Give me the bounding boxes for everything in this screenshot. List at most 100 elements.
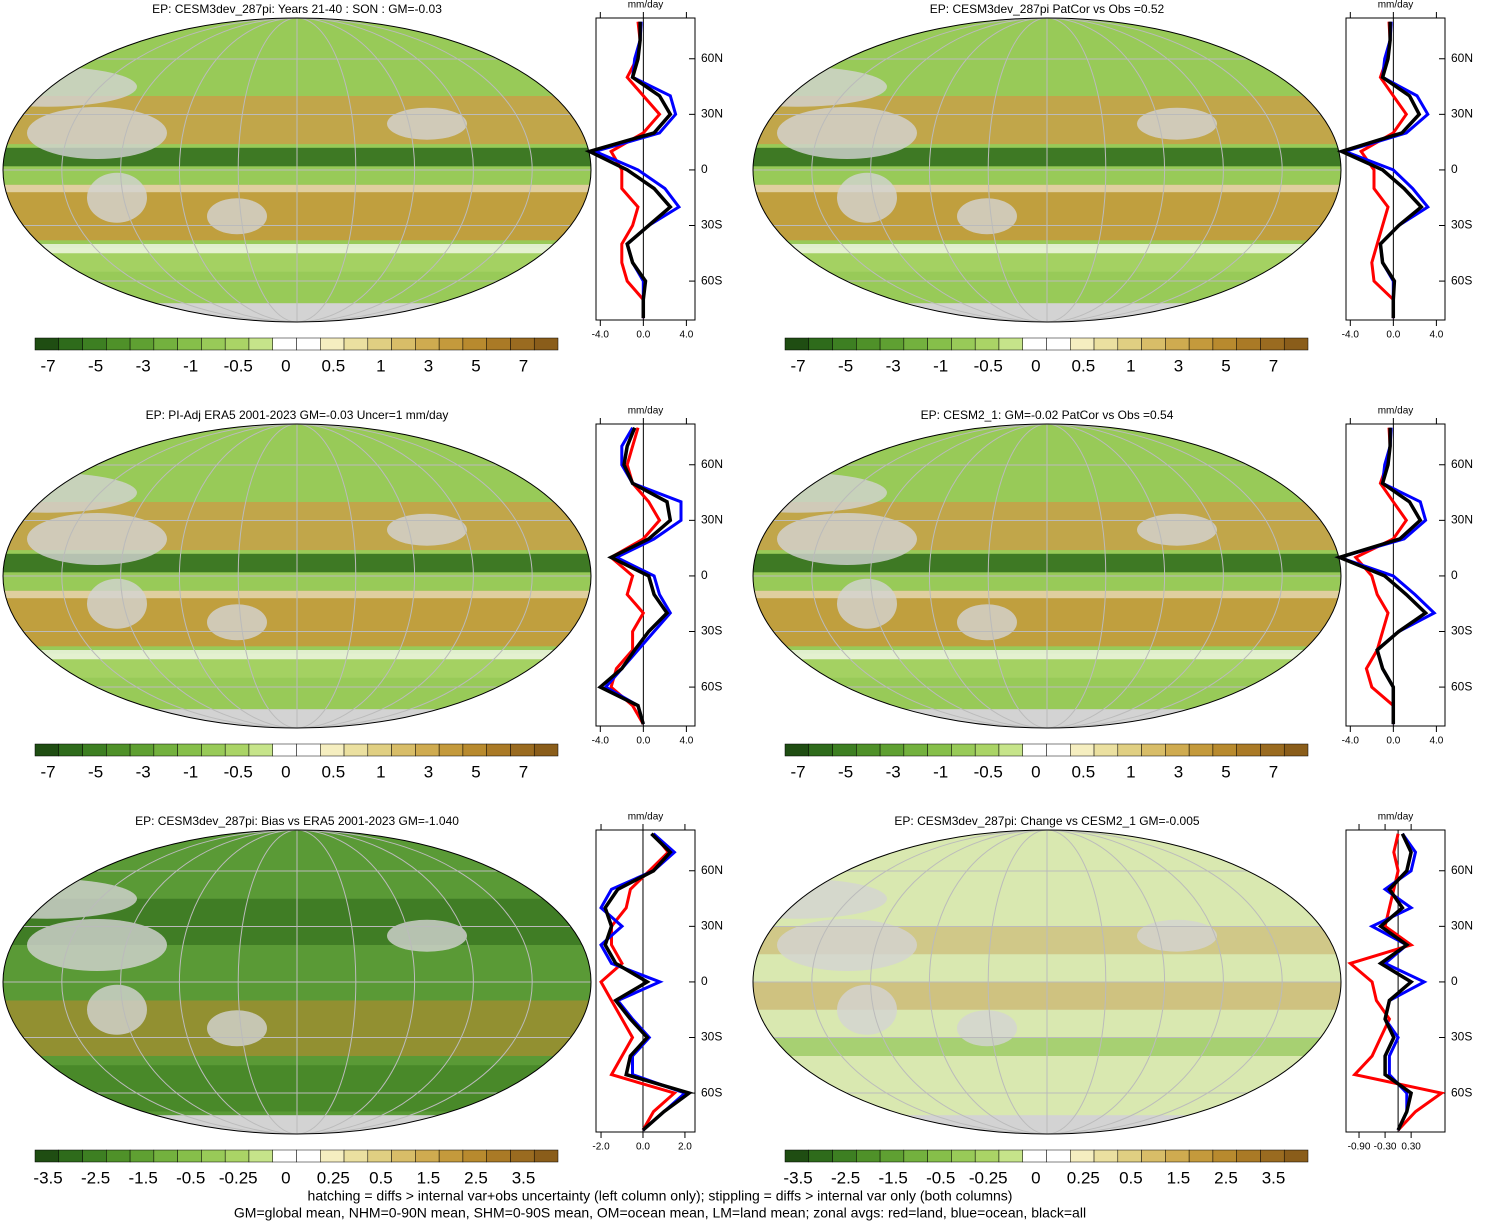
y-tick-label: 30S	[701, 218, 722, 232]
land-patch	[87, 578, 147, 629]
colorbar-label: -3	[886, 356, 901, 375]
colorbar-label: -3	[136, 356, 151, 375]
colorbar-label: -5	[838, 762, 853, 781]
colorbar-box	[1283, 743, 1309, 757]
map-outline	[2, 17, 592, 323]
colorbar-label: 0	[1031, 762, 1040, 781]
colorbar-box	[974, 337, 1000, 351]
colorbar-label: -7	[41, 762, 56, 781]
colorbar-box	[486, 337, 511, 351]
y-tick-label: 60S	[1451, 273, 1472, 287]
colorbar-box	[224, 1149, 250, 1163]
meridian	[178, 424, 416, 728]
colorbar-box	[296, 743, 321, 757]
y-tick-label: 30N	[701, 107, 723, 121]
land-patch	[27, 919, 167, 971]
colorbar-box	[1260, 1149, 1285, 1163]
colorbar-box	[82, 1149, 107, 1163]
zonal-line	[1336, 21, 1424, 319]
colorbar-box	[438, 1149, 464, 1163]
land-patch	[387, 107, 467, 140]
zonal-frame	[1345, 423, 1446, 727]
colorbar-label: -0.5	[224, 762, 253, 781]
land-patch	[753, 472, 887, 513]
y-tick-label: 60N	[1451, 457, 1473, 471]
x-tick-label: 0.0	[1386, 736, 1400, 747]
panel-title: EP: CESM3dev_287pi: Change vs CESM2_1 GM…	[894, 814, 1199, 828]
y-tick-label: 30N	[1451, 513, 1473, 527]
colorbar-box	[1236, 1149, 1261, 1163]
colorbar-label: 0.5	[322, 762, 346, 781]
colorbar-box	[1283, 1149, 1309, 1163]
colorbar-box	[82, 743, 107, 757]
x-tick-label: -0.90	[1348, 1142, 1371, 1153]
colorbar-label: -0.5	[176, 1168, 205, 1187]
colorbar-label: -3	[886, 762, 901, 781]
colorbar-box	[510, 337, 535, 351]
colorbar-box	[34, 1149, 60, 1163]
land-patch	[387, 513, 467, 546]
colorbar-box	[415, 743, 440, 757]
meridian	[178, 18, 416, 322]
colorbar-label: -2.5	[831, 1168, 860, 1187]
colorbar-label: 0.5	[1119, 1168, 1143, 1187]
land-patch	[837, 172, 897, 223]
y-tick-label: 30N	[1451, 107, 1473, 121]
colorbar-box	[1070, 743, 1095, 757]
land-patch	[753, 66, 887, 107]
meridian	[120, 18, 474, 322]
colorbar-box	[1188, 337, 1214, 351]
colorbar-box	[272, 743, 297, 757]
colorbar-box	[391, 743, 416, 757]
colorbar-box	[391, 1149, 416, 1163]
y-tick-label: 0	[701, 162, 708, 176]
colorbar-box	[1260, 743, 1285, 757]
colorbar-box	[367, 337, 392, 351]
colorbar-box	[1165, 1149, 1190, 1163]
colorbar-box	[784, 1149, 810, 1163]
colorbar-box	[343, 743, 369, 757]
land-patch	[1137, 107, 1217, 140]
colorbar-box	[58, 1149, 83, 1163]
colorbar-label: 0.5	[1072, 356, 1096, 375]
colorbar-box	[296, 1149, 321, 1163]
y-tick-label: 60S	[701, 273, 722, 287]
colorbar-label: -1	[183, 762, 198, 781]
colorbar-box	[879, 1149, 905, 1163]
colorbar-box	[367, 1149, 392, 1163]
colorbar-label: 7	[519, 762, 528, 781]
zonal-line	[1334, 427, 1429, 725]
colorbar-box	[486, 743, 511, 757]
colorbar-box	[129, 1149, 155, 1163]
y-tick-label: 30N	[701, 513, 723, 527]
meridian	[120, 830, 474, 1134]
colorbar-box	[1117, 743, 1142, 757]
colorbar-box	[462, 1149, 487, 1163]
colorbar-label: 3.5	[1262, 1168, 1286, 1187]
colorbar-box	[1165, 337, 1190, 351]
y-tick-label: 0	[701, 974, 708, 988]
zonal-line	[599, 832, 678, 1131]
colorbar-label: 0	[1031, 1168, 1040, 1187]
colorbar-box	[927, 743, 952, 757]
colorbar-box	[320, 1149, 345, 1163]
colorbar-label: 3	[424, 762, 433, 781]
meridian	[928, 424, 1166, 728]
map-outline	[2, 423, 592, 729]
colorbar-box	[808, 1149, 833, 1163]
colorbar-box	[201, 1149, 226, 1163]
colorbar-box	[1070, 1149, 1095, 1163]
land-patch	[387, 919, 467, 952]
colorbar-label: -1	[933, 762, 948, 781]
footer-line: GM=global mean, NHM=0-90N mean, SHM=0-90…	[234, 1205, 1086, 1221]
colorbar-box	[343, 337, 369, 351]
colorbar-box	[510, 1149, 535, 1163]
meridian	[237, 830, 357, 1134]
land-patch	[957, 604, 1017, 641]
map	[753, 830, 1341, 1134]
zonal-line	[597, 427, 673, 725]
land-patch	[1137, 513, 1217, 546]
meridian	[811, 424, 1283, 728]
colorbar-box	[1283, 337, 1309, 351]
x-tick-label: 0.0	[636, 736, 650, 747]
